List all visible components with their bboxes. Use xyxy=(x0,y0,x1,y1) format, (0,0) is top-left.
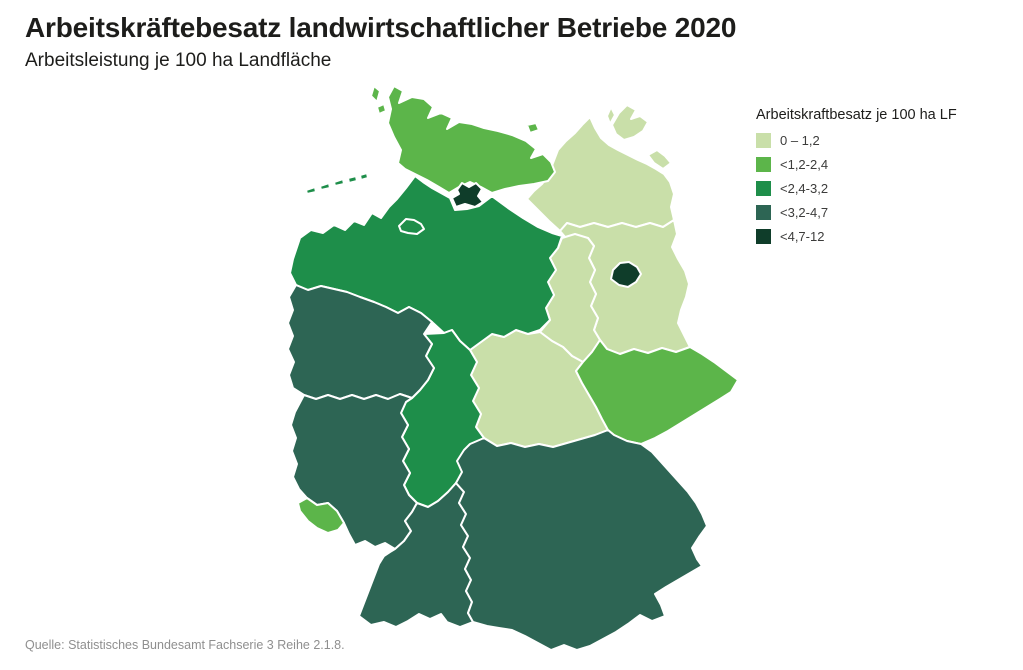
legend-label-class-4: <3,2-4,7 xyxy=(780,205,829,220)
island-east-frisian-1 xyxy=(305,186,317,195)
state-sachsen xyxy=(575,339,739,445)
legend-label-class-2: <1,2-2,4 xyxy=(780,157,829,172)
legend-row: <1,2-2,4 xyxy=(756,157,957,172)
legend-swatch-class-1 xyxy=(756,133,771,148)
legend-swatch-class-4 xyxy=(756,205,771,220)
legend-title: Arbeitskraftbesatz je 100 ha LF xyxy=(756,107,957,123)
state-schleswig-holstein xyxy=(387,85,556,194)
legend-swatch-class-5 xyxy=(756,229,771,244)
island-ruegen xyxy=(611,104,649,141)
legend-swatch-class-2 xyxy=(756,157,771,172)
state-rheinland-pfalz xyxy=(290,393,418,550)
legend-swatch-class-3 xyxy=(756,181,771,196)
legend-label-class-1: 0 – 1,2 xyxy=(780,133,820,148)
source-note: Quelle: Statistisches Bundesamt Fachseri… xyxy=(25,638,345,652)
island-east-frisian-5 xyxy=(359,172,369,181)
legend-label-class-5: <4,7-12 xyxy=(780,229,825,244)
state-hamburg xyxy=(451,182,484,208)
page-subtitle: Arbeitsleistung je 100 ha Landfläche xyxy=(25,50,332,71)
legend-row: <2,4-3,2 xyxy=(756,181,957,196)
island-sylt xyxy=(370,85,381,103)
island-hiddensee xyxy=(606,106,616,125)
legend-row: <3,2-4,7 xyxy=(756,205,957,220)
state-bayern xyxy=(455,429,708,651)
page-title: Arbeitskräftebesatz landwirtschaftlicher… xyxy=(25,12,737,43)
island-usedom xyxy=(647,149,672,170)
legend-label-class-3: <2,4-3,2 xyxy=(780,181,829,196)
island-east-frisian-2 xyxy=(319,182,331,191)
state-bremen xyxy=(398,218,425,235)
island-east-frisian-3 xyxy=(333,178,345,187)
state-saarland xyxy=(297,497,345,534)
island-foehr xyxy=(376,103,387,115)
map-legend: Arbeitskraftbesatz je 100 ha LF 0 – 1,2 … xyxy=(756,107,957,253)
legend-row: <4,7-12 xyxy=(756,229,957,244)
island-east-frisian-4 xyxy=(347,175,358,184)
state-berlin xyxy=(610,261,642,288)
legend-row: 0 – 1,2 xyxy=(756,133,957,148)
island-fehmarn xyxy=(526,122,540,134)
